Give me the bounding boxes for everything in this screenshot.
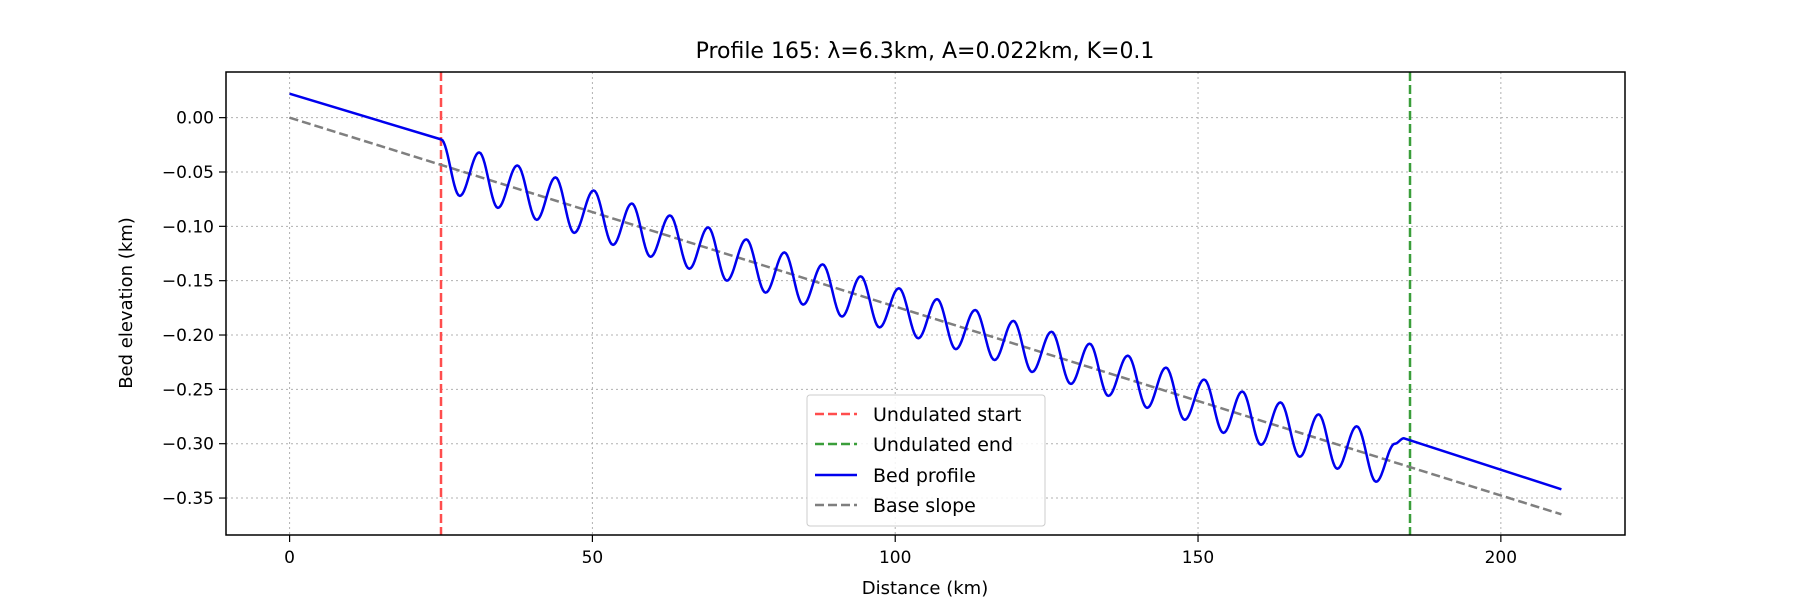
y-tick-label: −0.20 bbox=[162, 326, 214, 346]
legend-item-undulated-end: Undulated end bbox=[815, 434, 1013, 456]
legend-label-undulated-start: Undulated start bbox=[873, 404, 1021, 426]
x-tick-label: 100 bbox=[879, 548, 911, 568]
chart-title: Profile 165: λ=6.3km, A=0.022km, K=0.1 bbox=[696, 39, 1155, 64]
grid-lines bbox=[226, 72, 1625, 535]
y-tick-label: −0.35 bbox=[162, 489, 214, 509]
series-lines bbox=[289, 92, 1562, 516]
legend-label-undulated-end: Undulated end bbox=[873, 434, 1013, 456]
y-tick-label: −0.30 bbox=[162, 435, 214, 455]
legend-label-base-slope: Base slope bbox=[873, 495, 976, 517]
axis-ticks: 0 50 100 150 200 0.00 −0.05 −0.10 −0.15 −0.20 −0.2… bbox=[162, 109, 1517, 568]
y-tick-label: −0.05 bbox=[162, 163, 214, 183]
y-axis-label: Bed elevation (km) bbox=[116, 217, 137, 389]
x-tick-label: 200 bbox=[1485, 548, 1517, 568]
x-tick-label: 0 bbox=[284, 548, 295, 568]
y-tick-label: −0.15 bbox=[162, 272, 214, 292]
legend-label-bed-profile: Bed profile bbox=[873, 465, 976, 487]
bed-profile-line bbox=[289, 92, 1562, 491]
marker-lines bbox=[439, 72, 1412, 535]
plot-area-frame bbox=[225, 71, 1626, 536]
legend-item-undulated-start: Undulated start bbox=[815, 404, 1021, 426]
legend: Undulated start Undulated end Bed profil… bbox=[806, 394, 1046, 527]
x-tick-label: 150 bbox=[1182, 548, 1214, 568]
legend-item-bed-profile: Bed profile bbox=[815, 465, 976, 487]
y-tick-label: −0.10 bbox=[162, 217, 214, 237]
y-tick-label: 0.00 bbox=[176, 109, 214, 129]
base-slope-line bbox=[289, 116, 1562, 516]
x-axis-label: Distance (km) bbox=[862, 578, 988, 599]
x-tick-label: 50 bbox=[582, 548, 604, 568]
legend-item-base-slope: Base slope bbox=[815, 495, 976, 517]
legend-box bbox=[806, 394, 1046, 527]
y-tick-label: −0.25 bbox=[162, 380, 214, 400]
